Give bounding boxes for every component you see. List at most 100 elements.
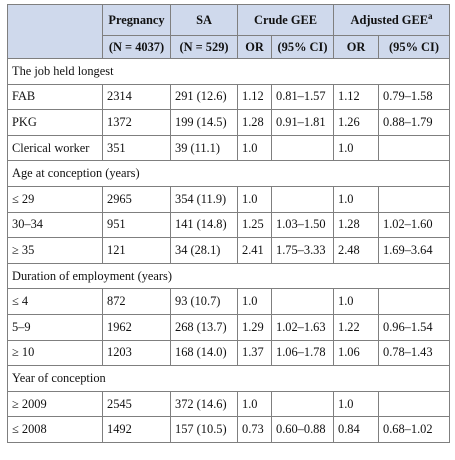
crude-ci <box>271 185 334 213</box>
crude-or: 2.41 <box>237 237 272 264</box>
sa-count: 141 (14.8) <box>170 211 238 239</box>
sa-count: 93 (10.7) <box>170 288 238 315</box>
table-row: 30–34 951 141 (14.8) 1.25 1.03–1.50 1.28 1.02–… <box>7 211 450 239</box>
table-row: 5–9 1962 268 (13.7) 1.29 1.02–1.63 1.22 0.96–1… <box>7 313 450 341</box>
adjusted-or: 2.48 <box>333 237 379 264</box>
pregnancy-count: 1962 <box>102 313 171 341</box>
row-label: ≤ 2008 <box>7 416 103 443</box>
sa-count: 199 (14.5) <box>170 109 238 136</box>
row-label: Clerical worker <box>7 134 103 162</box>
section-row: Duration of employment (years) <box>7 262 450 290</box>
header-adjusted-gee: Adjusted GEEa <box>333 4 450 36</box>
sa-count: 39 (11.1) <box>170 134 238 162</box>
crude-ci: 0.91–1.81 <box>271 109 334 136</box>
section-row: The job held longest <box>7 58 450 85</box>
pregnancy-count: 2965 <box>102 185 171 213</box>
section-title: Age at conception (years) <box>7 160 450 187</box>
header-sa: SA <box>170 4 238 36</box>
adjusted-or: 1.0 <box>333 134 379 162</box>
pregnancy-count: 1203 <box>102 339 171 367</box>
adjusted-or: 0.84 <box>333 416 379 443</box>
section-title: The job held longest <box>7 58 450 85</box>
crude-ci: 0.81–1.57 <box>271 83 334 111</box>
row-label: ≥ 2009 <box>7 390 103 418</box>
row-label: ≥ 35 <box>7 237 103 264</box>
adjusted-or: 1.0 <box>333 390 379 418</box>
table-row: ≥ 10 1203 168 (14.0) 1.37 1.06–1.78 1.06 0.78–… <box>7 339 450 367</box>
table-row: Clerical worker 351 39 (11.1) 1.0 1.0 <box>7 134 450 162</box>
section-row: Age at conception (years) <box>7 160 450 187</box>
row-label: 5–9 <box>7 313 103 341</box>
adjusted-ci: 0.78–1.43 <box>378 339 450 367</box>
adjusted-or: 1.22 <box>333 313 379 341</box>
crude-ci: 1.03–1.50 <box>271 211 334 239</box>
table-row: ≤ 4 872 93 (10.7) 1.0 1.0 <box>7 288 450 315</box>
table-body: The job held longest FAB 2314 291 (12.6) 1.1… <box>7 58 450 443</box>
table-row: ≤ 2008 1492 157 (10.5) 0.73 0.60–0.88 0.84 0.6… <box>7 416 450 443</box>
pregnancy-count: 351 <box>102 134 171 162</box>
adjusted-or: 1.06 <box>333 339 379 367</box>
crude-or: 1.0 <box>237 390 272 418</box>
crude-ci <box>271 390 334 418</box>
adjusted-or: 1.28 <box>333 211 379 239</box>
pregnancy-count: 2314 <box>102 83 171 111</box>
crude-ci <box>271 134 334 162</box>
crude-ci: 1.75–3.33 <box>271 237 334 264</box>
row-label: ≤ 4 <box>7 288 103 315</box>
header-adjusted-ci: (95% CI) <box>378 35 450 59</box>
section-title: Year of conception <box>7 365 450 392</box>
crude-or: 1.28 <box>237 109 272 136</box>
header-adjusted-label: Adjusted GEE <box>350 12 428 27</box>
adjusted-ci: 0.88–1.79 <box>378 109 450 136</box>
row-label: 30–34 <box>7 211 103 239</box>
header-pregnancy: Pregnancy <box>102 4 171 36</box>
sa-count: 372 (14.6) <box>170 390 238 418</box>
adjusted-or: 1.0 <box>333 288 379 315</box>
adjusted-ci: 0.96–1.54 <box>378 313 450 341</box>
header-pregnancy-n: (N = 4037) <box>102 35 171 59</box>
adjusted-ci: 0.79–1.58 <box>378 83 450 111</box>
row-label: ≥ 10 <box>7 339 103 367</box>
section-row: Year of conception <box>7 365 450 392</box>
header-crude-gee: Crude GEE <box>237 4 334 36</box>
header-crude-or: OR <box>237 35 272 59</box>
header-adjusted-or: OR <box>333 35 379 59</box>
pregnancy-count: 1492 <box>102 416 171 443</box>
crude-or: 1.0 <box>237 134 272 162</box>
adjusted-ci <box>378 134 450 162</box>
pregnancy-count: 121 <box>102 237 171 264</box>
sa-count: 34 (28.1) <box>170 237 238 264</box>
crude-or: 1.29 <box>237 313 272 341</box>
crude-ci: 1.06–1.78 <box>271 339 334 367</box>
pregnancy-count: 1372 <box>102 109 171 136</box>
row-label: PKG <box>7 109 103 136</box>
table-row: PKG 1372 199 (14.5) 1.28 0.91–1.81 1.26 0.88–1… <box>7 109 450 136</box>
row-label: FAB <box>7 83 103 111</box>
header-row-1: Pregnancy SA Crude GEE Adjusted GEEa <box>7 4 450 59</box>
pregnancy-count: 872 <box>102 288 171 315</box>
pregnancy-count: 2545 <box>102 390 171 418</box>
header-adjusted-footnote-mark: a <box>427 10 433 21</box>
adjusted-or: 1.26 <box>333 109 379 136</box>
crude-or: 0.73 <box>237 416 272 443</box>
crude-or: 1.25 <box>237 211 272 239</box>
sa-count: 268 (13.7) <box>170 313 238 341</box>
header-crude-ci: (95% CI) <box>271 35 334 59</box>
adjusted-ci <box>378 390 450 418</box>
pregnancy-count: 951 <box>102 211 171 239</box>
crude-ci: 1.02–1.63 <box>271 313 334 341</box>
header-row-2: (N = 4037) (N = 529) OR (95% CI) OR (95%… <box>8 35 450 59</box>
crude-ci <box>271 288 334 315</box>
adjusted-ci: 0.68–1.02 <box>378 416 450 443</box>
adjusted-ci: 1.02–1.60 <box>378 211 450 239</box>
results-table: Pregnancy SA Crude GEE Adjusted GEEa (N … <box>7 4 450 443</box>
section-title: Duration of employment (years) <box>7 262 450 290</box>
crude-ci: 0.60–0.88 <box>271 416 334 443</box>
adjusted-ci <box>378 185 450 213</box>
crude-or: 1.37 <box>237 339 272 367</box>
sa-count: 168 (14.0) <box>170 339 238 367</box>
header-sa-n: (N = 529) <box>170 35 238 59</box>
sa-count: 354 (11.9) <box>170 185 238 213</box>
table-row: ≤ 29 2965 354 (11.9) 1.0 1.0 <box>7 185 450 213</box>
table-row: FAB 2314 291 (12.6) 1.12 0.81–1.57 1.12 0.79–1… <box>7 83 450 111</box>
